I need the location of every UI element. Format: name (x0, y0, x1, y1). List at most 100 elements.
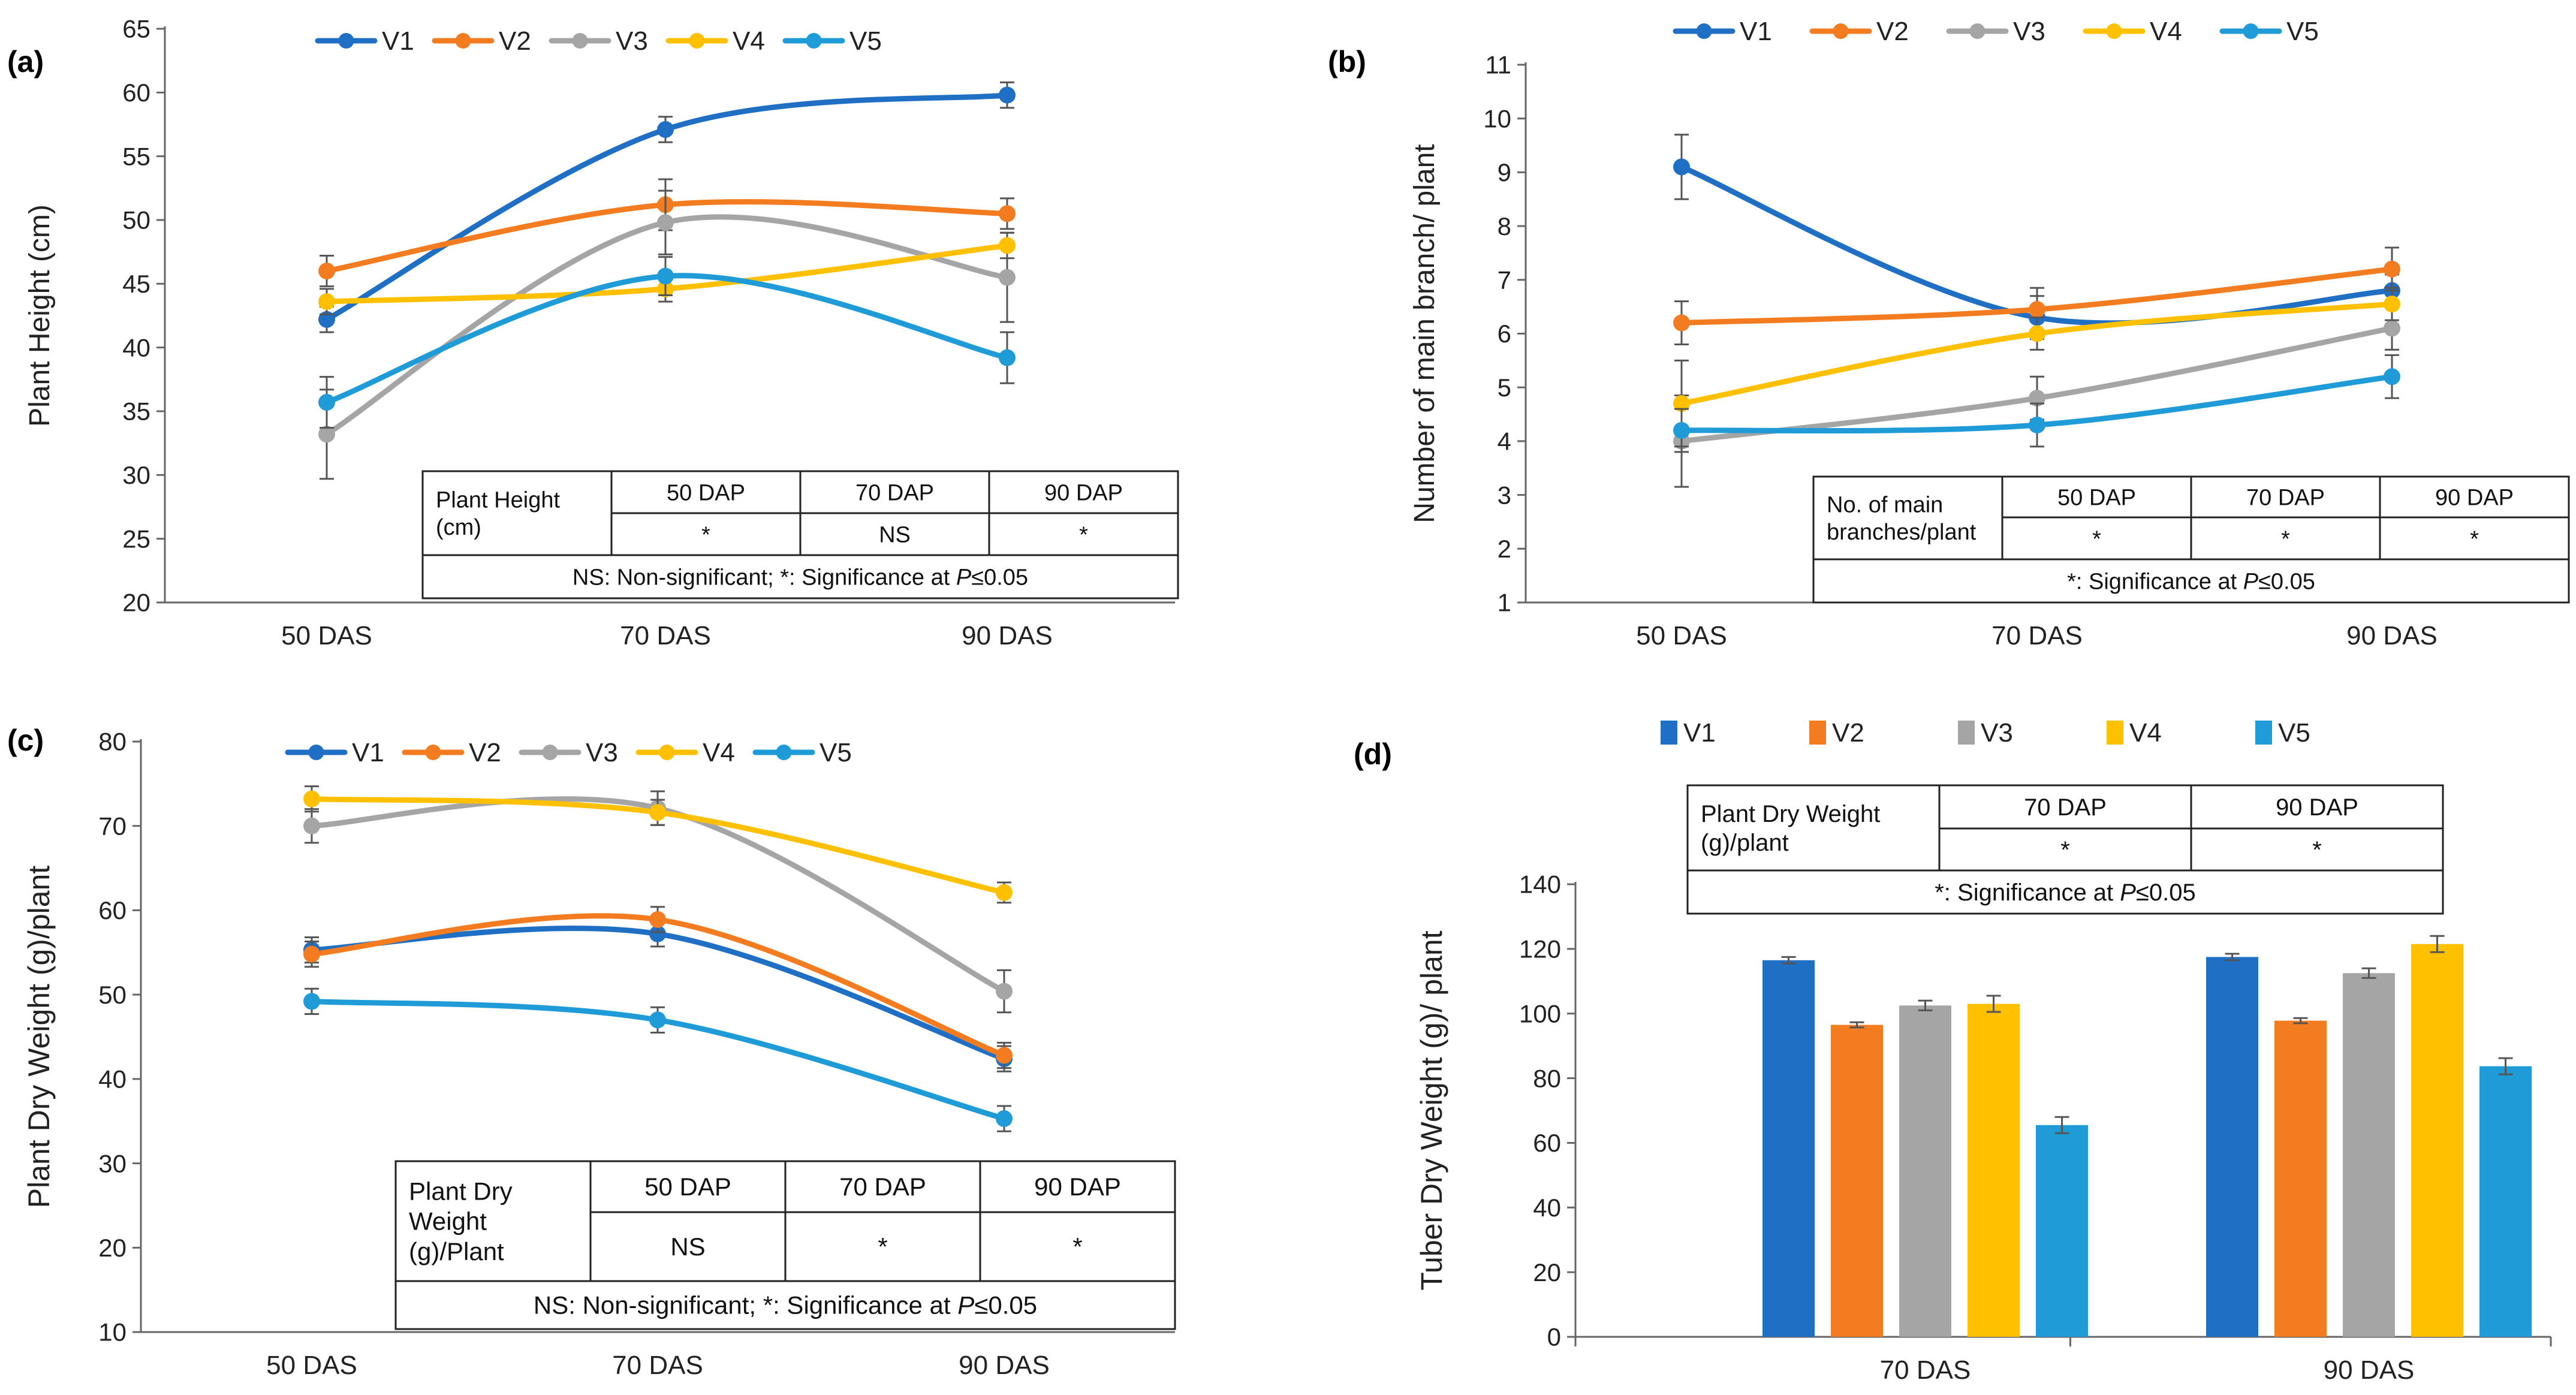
table-value: * (2060, 837, 2070, 863)
table-corner-label: Plant Dry Weight (1701, 801, 1880, 827)
table-corner-label: No. of main (1827, 493, 1943, 518)
legend-label: V3 (616, 26, 648, 56)
data-point-V3 (996, 983, 1013, 1000)
chart-0-axes: 20 25 30 35 40 45 50 55 60 65 Plant Height (cm) (a) (7, 15, 1175, 617)
legend-label: V3 (2013, 17, 2045, 46)
table-note-threshold: ≤0.05 (2258, 569, 2315, 594)
x-tick-label: 50 DAS (1636, 621, 1727, 650)
table-corner-label: branches/plant (1827, 520, 1977, 545)
panel-label: (a) (7, 45, 44, 79)
data-point-V5 (999, 349, 1016, 366)
table-note-text: *: Significance at (1935, 879, 2120, 906)
data-point-V4 (1673, 395, 1690, 412)
table-value: NS (670, 1233, 705, 1261)
y-tick-label: 45 (122, 270, 150, 298)
x-tick-label: 90 DAS (2324, 1355, 2415, 1385)
series-line-V1 (309, 926, 1007, 1062)
bar-V3 (1899, 1005, 1951, 1337)
legend-label: V5 (2278, 718, 2310, 748)
table-note-threshold: ≤0.05 (2136, 879, 2196, 906)
y-tick-label: 60 (98, 896, 126, 924)
legend-label: V4 (2150, 17, 2182, 46)
x-tick-label: 50 DAS (266, 1351, 357, 1380)
table-note: *: Significance at P≤0.05 (1935, 879, 2196, 906)
y-tick-label: 9 (1498, 158, 1511, 186)
data-point-V2 (999, 205, 1016, 222)
table-note: *: Significance at P≤0.05 (2067, 569, 2315, 594)
legend-swatch (1809, 721, 1826, 745)
legend-marker (806, 33, 822, 49)
data-point-V3 (303, 817, 320, 834)
table-corner-label: (g)/Plant (409, 1237, 504, 1266)
legend-label: V4 (703, 738, 735, 767)
table-header: 90 DAP (2435, 485, 2514, 510)
y-tick-label: 10 (98, 1318, 126, 1346)
legend-swatch (1958, 721, 1975, 745)
legend-marker (572, 33, 588, 49)
table-corner-label: (cm) (436, 515, 481, 540)
table-note: NS: Non-significant; *: Significance at … (573, 565, 1028, 590)
data-point-V1 (649, 925, 666, 942)
y-axis-title: Tuber Dry Weight (g)/ plant (1415, 930, 1448, 1290)
table-corner-label: (g)/plant (1701, 830, 1789, 856)
y-tick-label: 60 (122, 79, 150, 107)
chart-2-series: 50 DAS 70 DAS 90 DAS (266, 785, 1050, 1380)
y-tick-label: 65 (122, 15, 150, 43)
x-tick-label: 70 DAS (1880, 1355, 1971, 1385)
legend-label: V2 (499, 26, 531, 56)
table-value: * (1072, 1233, 1082, 1261)
y-axis-title: Number of main branch/ plant (1409, 144, 1441, 523)
x-tick-label: 90 DAS (2346, 621, 2438, 650)
table-note-p: P (2243, 569, 2259, 594)
data-point-V3 (657, 214, 674, 231)
legend-label: V2 (469, 738, 501, 767)
table-note-p: P (957, 1291, 974, 1319)
y-tick-label: 55 (122, 142, 150, 170)
bar-V5 (2036, 1125, 2088, 1337)
table-header: 90 DAP (1044, 480, 1123, 505)
panel-label: (d) (1354, 737, 1392, 771)
x-tick-label: 90 DAS (959, 1351, 1050, 1380)
legend-marker (425, 745, 441, 760)
data-point-V4 (303, 790, 320, 808)
legend-marker (1969, 23, 1986, 39)
legend-marker (308, 745, 324, 760)
chart-3-bars: 70 DAS 90 DAS (1574, 935, 2552, 1385)
y-tick-label: 50 (122, 206, 150, 234)
y-tick-label: 11 (1485, 51, 1511, 79)
y-tick-label: 6 (1498, 320, 1511, 348)
table-header: 50 DAP (667, 480, 745, 505)
y-tick-label: 25 (122, 525, 150, 553)
table-value: * (1079, 522, 1088, 547)
panel-label: (c) (7, 724, 44, 757)
chart-3-axes: 0 20 40 60 80 100 120 140 Tuber Dry Weight (g)/ … (1354, 737, 2551, 1351)
table-header: 50 DAP (2057, 485, 2136, 510)
table-header: 70 DAP (2024, 794, 2107, 821)
table-note-text: *: Significance at (2067, 569, 2243, 594)
y-tick-label: 40 (98, 1065, 126, 1093)
y-axis-title: Plant Height (cm) (24, 204, 56, 427)
bar-V5 (2479, 1066, 2532, 1337)
y-tick-label: 30 (98, 1149, 126, 1177)
data-point-V5 (318, 394, 335, 411)
table-note-p: P (956, 565, 972, 590)
data-point-V3 (2384, 320, 2400, 337)
legend-swatch (2255, 721, 2272, 745)
data-point-V5 (657, 267, 674, 285)
bar-V2 (2274, 1020, 2327, 1337)
table-note-text: NS: Non-significant; *: Significance at (573, 565, 956, 590)
x-tick-label: 90 DAS (962, 621, 1053, 650)
table-corner-label: Plant Dry (409, 1177, 513, 1205)
legend-label: V2 (1876, 17, 1909, 46)
table-header: 70 DAP (839, 1173, 926, 1201)
table-note-threshold: ≤0.05 (974, 1291, 1037, 1319)
chart-2-axes: 10 20 30 40 50 60 70 80 Plant Dry Weight (g)/pla… (7, 724, 1175, 1346)
bar-V2 (1831, 1025, 1883, 1337)
y-tick-label: 50 (98, 981, 126, 1009)
table-value: * (878, 1233, 887, 1261)
y-tick-label: 120 (1519, 935, 1561, 963)
y-tick-label: 4 (1498, 427, 1511, 456)
chart-3-legend: V1 V2 V3 V4 V5 (1661, 718, 2310, 748)
